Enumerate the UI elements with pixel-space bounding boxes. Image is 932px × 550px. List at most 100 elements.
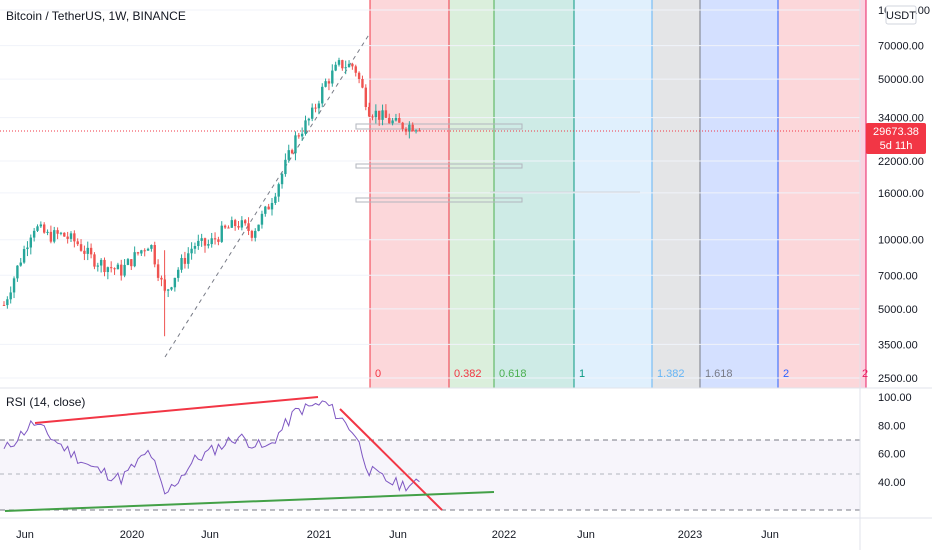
candlestick-series bbox=[2, 57, 421, 337]
candle-body bbox=[311, 107, 314, 119]
candle-body bbox=[146, 248, 150, 251]
candle-body bbox=[203, 238, 207, 246]
fib-zone-band bbox=[370, 0, 449, 388]
candle-body bbox=[187, 253, 190, 264]
candle-body bbox=[244, 220, 247, 224]
candle-body bbox=[411, 124, 414, 132]
fib-zone-band bbox=[574, 0, 652, 388]
candle-body bbox=[210, 238, 213, 245]
price-tick-label: 22000.00 bbox=[878, 156, 924, 168]
candle-body bbox=[136, 252, 140, 254]
candle-body bbox=[324, 81, 327, 87]
candle-body bbox=[354, 66, 357, 73]
zone-rectangle[interactable] bbox=[355, 123, 523, 130]
candle-body bbox=[361, 78, 364, 88]
candle-body bbox=[287, 150, 290, 160]
candle-body bbox=[140, 250, 143, 254]
time-tick-label: 2022 bbox=[492, 529, 516, 541]
rsi-indicator-title[interactable]: RSI (14, close) bbox=[6, 395, 85, 409]
rsi-tick-label: 100.00 bbox=[878, 392, 912, 404]
candle-body bbox=[9, 292, 12, 300]
candle-body bbox=[143, 250, 146, 252]
candle-body bbox=[337, 60, 341, 65]
candle-body bbox=[16, 265, 19, 279]
zone-rectangle[interactable] bbox=[355, 163, 523, 169]
candle-body bbox=[277, 184, 280, 197]
candle-body bbox=[130, 259, 133, 267]
rsi-support-trendline[interactable] bbox=[4, 491, 495, 512]
price-tick-label: 10000.00 bbox=[878, 235, 924, 247]
candle-body bbox=[103, 259, 106, 273]
zone-rectangle[interactable] bbox=[355, 197, 523, 203]
candle-body bbox=[398, 117, 401, 123]
candle-body bbox=[99, 259, 103, 266]
candle-body bbox=[83, 250, 86, 254]
rsi-descending-trendline[interactable] bbox=[339, 408, 443, 511]
rsi-line bbox=[3, 400, 420, 495]
candle-body bbox=[374, 110, 378, 118]
currency-badge[interactable] bbox=[885, 5, 917, 25]
price-tick-label: 5000.00 bbox=[878, 304, 918, 316]
candle-body bbox=[227, 227, 230, 229]
price-axis[interactable]: 100000.0070000.0050000.0034000.0022000.0… bbox=[878, 5, 930, 385]
candle-body bbox=[230, 220, 233, 228]
candle-body bbox=[43, 224, 46, 233]
fib-zone-band bbox=[778, 0, 860, 388]
candle-body bbox=[96, 265, 99, 267]
time-tick-label: Jun bbox=[577, 529, 595, 541]
rsi-tick-label: 80.00 bbox=[878, 420, 906, 432]
candle-body bbox=[344, 67, 347, 69]
candle-body bbox=[173, 277, 177, 288]
time-tick-label: 2021 bbox=[307, 529, 331, 541]
fib-level-label: 1.618 bbox=[705, 368, 733, 380]
rsi-axis[interactable]: 100.00 80.00 60.00 40.00 bbox=[878, 392, 912, 489]
candle-body bbox=[307, 118, 311, 121]
time-tick-label: Jun bbox=[389, 529, 407, 541]
fib-level-label: 0 bbox=[375, 368, 381, 380]
candle-body bbox=[331, 70, 334, 84]
time-axis[interactable]: Jun 2020 Jun 2021 Jun 2022 Jun 2023 Jun bbox=[16, 529, 779, 541]
candle-body bbox=[304, 120, 307, 134]
fib-level-labels: 0 0.382 0.618 1 1.382 1.618 2 2 bbox=[375, 368, 868, 380]
candle-body bbox=[223, 225, 227, 228]
candle-body bbox=[170, 287, 173, 290]
candle-body bbox=[207, 244, 210, 246]
time-tick-label: 2023 bbox=[678, 529, 702, 541]
candle-body bbox=[254, 230, 257, 238]
candle-body bbox=[418, 130, 421, 132]
rsi-resistance-trendline[interactable] bbox=[34, 396, 319, 424]
candle-body bbox=[334, 64, 337, 71]
candle-body bbox=[260, 213, 264, 225]
fib-zone-band bbox=[860, 0, 866, 388]
last-price-badge bbox=[866, 123, 926, 154]
bar-countdown-label: 5d 11h bbox=[880, 140, 913, 152]
candle-body bbox=[213, 238, 217, 240]
candle-body bbox=[280, 174, 284, 185]
candle-body bbox=[76, 241, 79, 245]
candle-body bbox=[364, 87, 367, 107]
candle-body bbox=[321, 86, 324, 104]
candle-body bbox=[290, 150, 294, 154]
candle-body bbox=[190, 248, 193, 254]
candle-body bbox=[384, 110, 388, 118]
time-tick-label: 2020 bbox=[120, 529, 144, 541]
candle-body bbox=[237, 226, 240, 228]
fib-level-label: 1 bbox=[579, 368, 585, 380]
candle-body bbox=[89, 247, 93, 255]
time-tick-label: Jun bbox=[201, 529, 219, 541]
candle-body bbox=[294, 135, 297, 154]
candle-body bbox=[19, 262, 22, 266]
candle-body bbox=[300, 133, 304, 137]
candle-body bbox=[29, 237, 32, 248]
candle-body bbox=[388, 117, 391, 124]
candle-body bbox=[46, 231, 49, 233]
symbol-title[interactable]: Bitcoin / TetherUS, 1W, BINANCE bbox=[6, 9, 186, 23]
candle-body bbox=[247, 223, 250, 231]
candle-body bbox=[220, 225, 223, 242]
price-tick-label: 2500.00 bbox=[878, 373, 918, 385]
candle-body bbox=[153, 245, 156, 265]
fib-zone-band bbox=[494, 0, 574, 388]
candle-body bbox=[270, 202, 274, 210]
